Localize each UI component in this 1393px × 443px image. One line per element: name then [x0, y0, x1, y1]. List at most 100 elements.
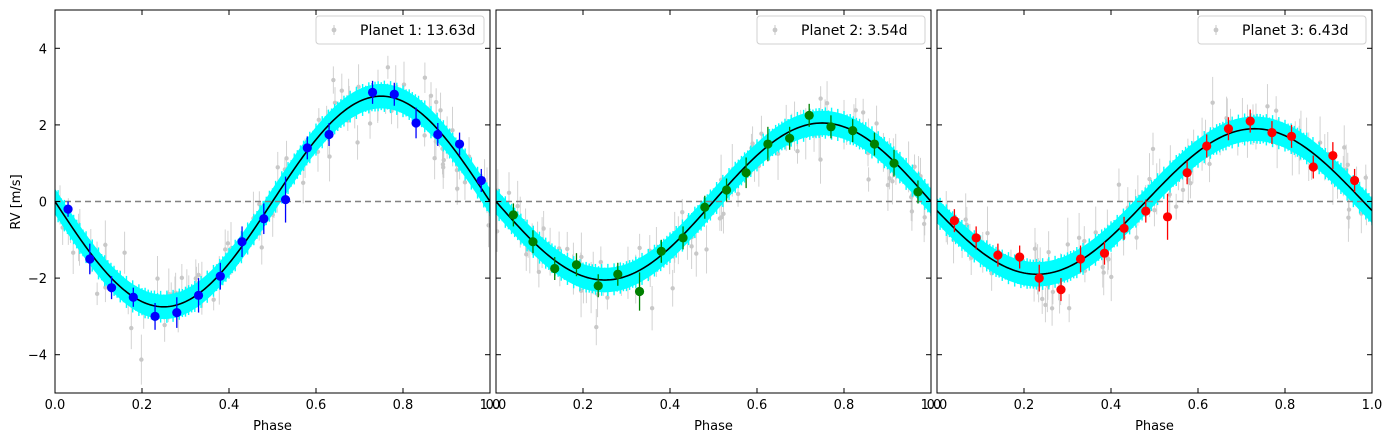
x-tick-label: 0.6: [747, 398, 768, 413]
binned-point: [150, 311, 160, 321]
raw-point: [1050, 289, 1056, 295]
raw-point: [541, 226, 546, 231]
binned-point: [700, 202, 710, 212]
binned-point: [741, 168, 751, 178]
plot-area: [55, 55, 490, 385]
legend-box: [756, 15, 926, 45]
raw-point: [853, 108, 858, 113]
raw-point: [367, 121, 373, 126]
plot-area: [496, 81, 931, 346]
binned-point: [1182, 168, 1192, 178]
binned-point: [869, 139, 880, 149]
raw-point: [1224, 116, 1229, 121]
raw-point: [438, 108, 443, 113]
raw-point: [441, 157, 446, 163]
binned-point: [1350, 175, 1360, 186]
x-tick-label: 0.0: [45, 398, 66, 413]
binned-point: [280, 194, 291, 205]
raw-point: [300, 180, 306, 185]
raw-point: [909, 209, 915, 214]
raw-point: [1265, 104, 1270, 109]
x-tick-label: 0.8: [1275, 398, 1296, 413]
raw-point: [1043, 302, 1048, 308]
raw-point: [225, 241, 231, 246]
raw-point: [605, 295, 610, 300]
binned-point: [193, 290, 204, 300]
raw-point: [1101, 270, 1106, 275]
raw-point: [94, 291, 100, 297]
raw-point: [1065, 242, 1070, 247]
raw-point: [103, 242, 108, 248]
y-tick-label: 2: [39, 119, 47, 134]
raw-point: [450, 128, 455, 133]
raw-point: [506, 190, 512, 195]
raw-point: [339, 88, 345, 93]
raw-point: [441, 165, 446, 170]
raw-point: [1100, 264, 1105, 270]
raw-point: [122, 250, 127, 255]
binned-point: [259, 214, 269, 224]
panel-1: 0.0 0.2 0.4 0.6 0.8 1.0 −4 −2 0 2 4 Phase Planet 1: …: [28, 9, 500, 434]
x-tick-label: 0.8: [393, 398, 414, 413]
raw-point: [1210, 100, 1215, 105]
x-tick-label: 0.2: [132, 398, 153, 413]
raw-point: [385, 65, 391, 70]
legend-marker: [331, 27, 337, 33]
raw-point: [155, 276, 160, 281]
raw-point: [795, 149, 800, 154]
binned-point: [971, 233, 981, 243]
legend-label: Planet 1: 13.63d: [360, 23, 475, 39]
raw-point: [284, 156, 289, 161]
raw-point: [316, 117, 322, 123]
raw-point: [912, 164, 917, 169]
panel-2: 0.0 0.2 0.4 0.6 0.8 1.0 Phase Planet 2: 3.54d: [486, 9, 942, 434]
raw-point: [775, 151, 781, 157]
legend-box: [1197, 15, 1367, 45]
raw-point: [860, 110, 866, 115]
raw-point: [1346, 207, 1352, 212]
binned-point: [63, 204, 73, 214]
x-tick-label: 0.4: [1101, 398, 1122, 413]
binned-point: [411, 118, 421, 128]
raw-point: [1040, 296, 1045, 302]
raw-point: [454, 167, 460, 173]
raw-point: [818, 96, 823, 101]
x-tick-label: 1.0: [1362, 398, 1383, 413]
raw-point: [193, 276, 198, 281]
raw-point: [1363, 175, 1368, 180]
binned-point: [1056, 284, 1066, 295]
binned-point: [656, 246, 666, 256]
binned-point: [785, 133, 795, 143]
raw-point: [1188, 180, 1193, 186]
x-tick-label: 1.0: [921, 398, 942, 413]
raw-point: [721, 211, 726, 217]
binned-point: [433, 129, 443, 140]
raw-point: [486, 223, 490, 228]
raw-point: [1093, 230, 1098, 235]
x-axis-label: Phase: [253, 419, 292, 434]
binned-point: [454, 139, 465, 149]
legend-marker: [772, 27, 778, 33]
binned-point: [949, 216, 960, 226]
binned-point: [1202, 141, 1212, 151]
y-tick-label: −4: [28, 349, 47, 364]
raw-point: [432, 155, 437, 161]
x-tick-label: 0.2: [1014, 398, 1035, 413]
raw-point: [422, 133, 427, 138]
binned-point: [324, 129, 334, 140]
x-tick-label: 0.4: [660, 398, 681, 413]
raw-point: [257, 201, 262, 207]
binned-point: [613, 269, 623, 279]
raw-point: [1076, 235, 1082, 241]
x-tick-label: 0.4: [219, 398, 240, 413]
raw-point: [874, 121, 879, 126]
raw-point: [1152, 207, 1157, 213]
binned-point: [508, 210, 518, 220]
raw-point: [162, 322, 167, 328]
raw-point: [1180, 187, 1186, 193]
raw-point: [275, 165, 280, 170]
raw-point: [223, 247, 228, 252]
raw-point: [637, 245, 642, 251]
binned-point: [528, 237, 538, 247]
